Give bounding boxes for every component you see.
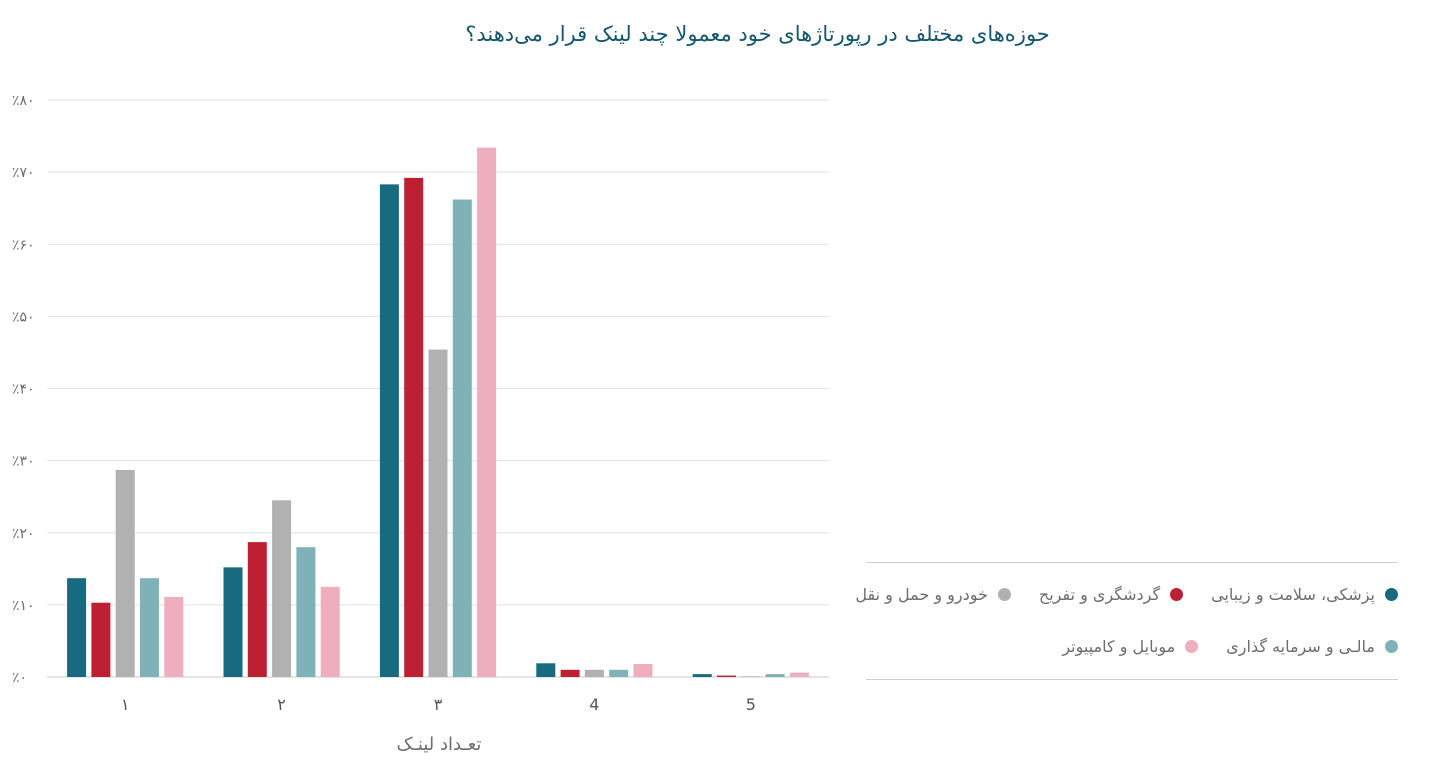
y-tick-label: ٪۲۰: [12, 526, 35, 542]
legend-label: پزشکی، سلامت و زیبایی: [1211, 585, 1375, 604]
chart-title: حوزه‌های مختلف در رپورتاژهای خود معمولا …: [465, 22, 1050, 46]
bar: [717, 675, 736, 677]
x-axis-label: تعـداد لینـک: [397, 734, 482, 755]
bar: [477, 147, 497, 678]
y-axis-ticks: ٪۰ ٪۱۰ ٪۲۰ ٪۳۰ ٪۴۰ ٪۵۰ ٪۶۰ ٪۷۰ ٪۸۰: [12, 93, 35, 686]
legend-swatch: [997, 588, 1011, 601]
bar: [247, 542, 267, 677]
bar: [536, 663, 556, 677]
legend-swatch: [1185, 640, 1199, 653]
x-category-label: ۳: [434, 695, 443, 714]
y-tick-label: ٪۳۰: [12, 454, 35, 470]
y-tick-label: ٪۱۰: [12, 598, 35, 614]
bars: [67, 147, 809, 678]
bar: [560, 669, 580, 677]
x-category-label: 5: [746, 695, 756, 714]
y-tick-label: ٪۷۰: [12, 165, 35, 181]
legend-swatch: [1170, 588, 1184, 601]
x-axis-categories: ۱ ۲ ۳ 4 5: [121, 695, 756, 714]
legend-item: گردشگری و تفریح: [1038, 585, 1184, 604]
legend: پزشکی، سلامت و زیبایی گردشگری و تفریح خودر…: [855, 562, 1398, 680]
bar: [584, 669, 604, 677]
bar: [67, 578, 87, 677]
legend-item: موبایل و کامپیوتر: [1062, 637, 1199, 656]
legend-label: مالـی و سرمایه گذاری: [1226, 637, 1375, 656]
bar: [741, 676, 761, 677]
x-category-label: ۲: [277, 695, 286, 714]
legend-row: پزشکی، سلامت و زیبایی گردشگری و تفریح خودر…: [855, 585, 1398, 604]
legend-label: موبایل و کامپیوتر: [1062, 637, 1176, 656]
legend-swatch: [1385, 588, 1398, 601]
bar: [404, 177, 424, 677]
bar: [765, 674, 785, 677]
bar: [379, 184, 399, 678]
bar: [609, 669, 629, 677]
bar: [296, 547, 316, 677]
bar: [91, 602, 111, 677]
bar: [140, 578, 159, 677]
bar: [223, 567, 243, 677]
x-category-label: ۱: [121, 695, 130, 714]
y-tick-label: ٪۰: [12, 670, 27, 686]
bar: [428, 349, 448, 677]
legend-row: مالـی و سرمایه گذاری موبایل و کامپیوتر: [1062, 637, 1398, 656]
legend-swatch: [1385, 640, 1398, 653]
legend-item: خودرو و حمل و نقل: [855, 585, 1011, 604]
legend-item: پزشکی، سلامت و زیبایی: [1211, 585, 1398, 604]
bar: [272, 500, 292, 677]
legend-label: خودرو و حمل و نقل: [855, 585, 988, 604]
bar: [115, 470, 135, 677]
y-tick-label: ٪۶۰: [12, 237, 35, 253]
x-category-label: 4: [589, 695, 599, 714]
bar: [164, 596, 184, 677]
bar: [789, 672, 809, 677]
legend-label: گردشگری و تفریح: [1038, 585, 1161, 604]
y-tick-label: ٪۵۰: [12, 309, 35, 325]
bar: [452, 199, 472, 677]
y-tick-label: ٪۴۰: [12, 382, 35, 398]
bar: [320, 586, 340, 677]
y-tick-label: ٪۸۰: [12, 93, 35, 109]
bar: [633, 664, 653, 677]
legend-item: مالـی و سرمایه گذاری: [1226, 637, 1398, 656]
bar: [692, 674, 712, 677]
